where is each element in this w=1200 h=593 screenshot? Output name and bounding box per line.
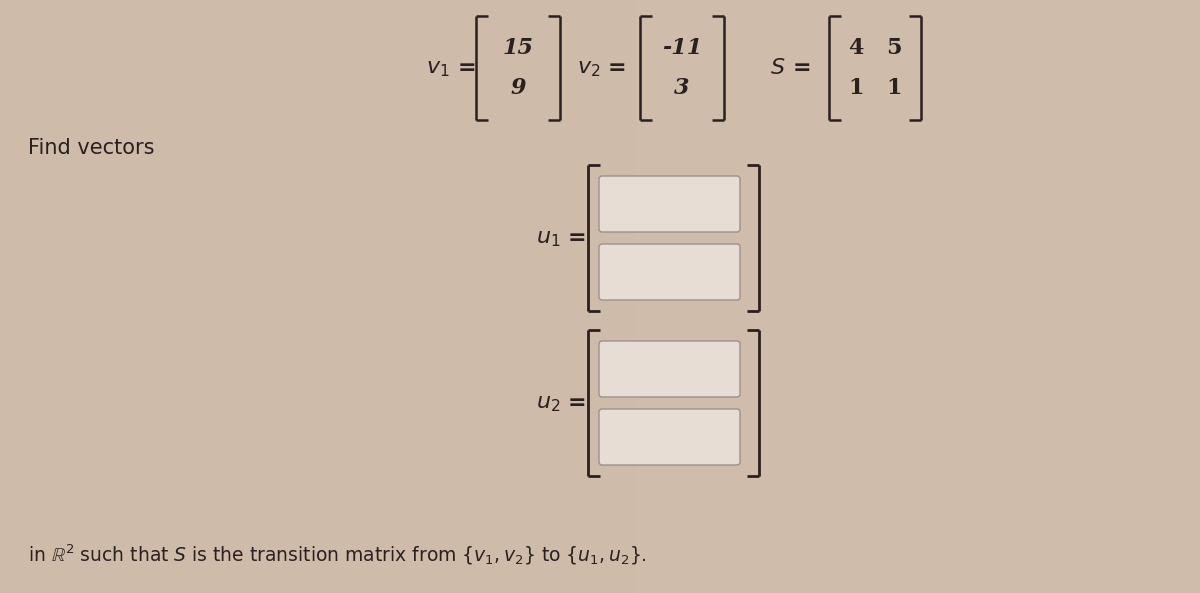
FancyBboxPatch shape <box>599 409 740 465</box>
FancyBboxPatch shape <box>599 244 740 300</box>
Text: $u_2$: $u_2$ <box>535 392 560 414</box>
Text: =: = <box>458 58 476 78</box>
Text: -11: -11 <box>662 37 702 59</box>
Text: $u_1$: $u_1$ <box>535 227 560 249</box>
Text: 9: 9 <box>510 77 526 99</box>
Text: 1: 1 <box>887 77 901 99</box>
Text: 5: 5 <box>887 37 901 59</box>
Text: $v_2$: $v_2$ <box>576 57 600 79</box>
Text: Find vectors: Find vectors <box>28 138 155 158</box>
Text: 3: 3 <box>674 77 690 99</box>
Text: $v_1$: $v_1$ <box>426 57 450 79</box>
Text: =: = <box>793 58 811 78</box>
Text: in $\mathbb{R}^2$ such that $S$ is the transition matrix from $\{v_1, v_2\}$ to : in $\mathbb{R}^2$ such that $S$ is the t… <box>28 543 647 568</box>
Text: =: = <box>568 393 587 413</box>
FancyBboxPatch shape <box>599 341 740 397</box>
Text: 1: 1 <box>848 77 864 99</box>
Text: 15: 15 <box>503 37 534 59</box>
Text: =: = <box>608 58 626 78</box>
FancyBboxPatch shape <box>599 176 740 232</box>
Text: =: = <box>568 228 587 248</box>
Text: 4: 4 <box>848 37 864 59</box>
Text: $S$: $S$ <box>769 57 785 79</box>
